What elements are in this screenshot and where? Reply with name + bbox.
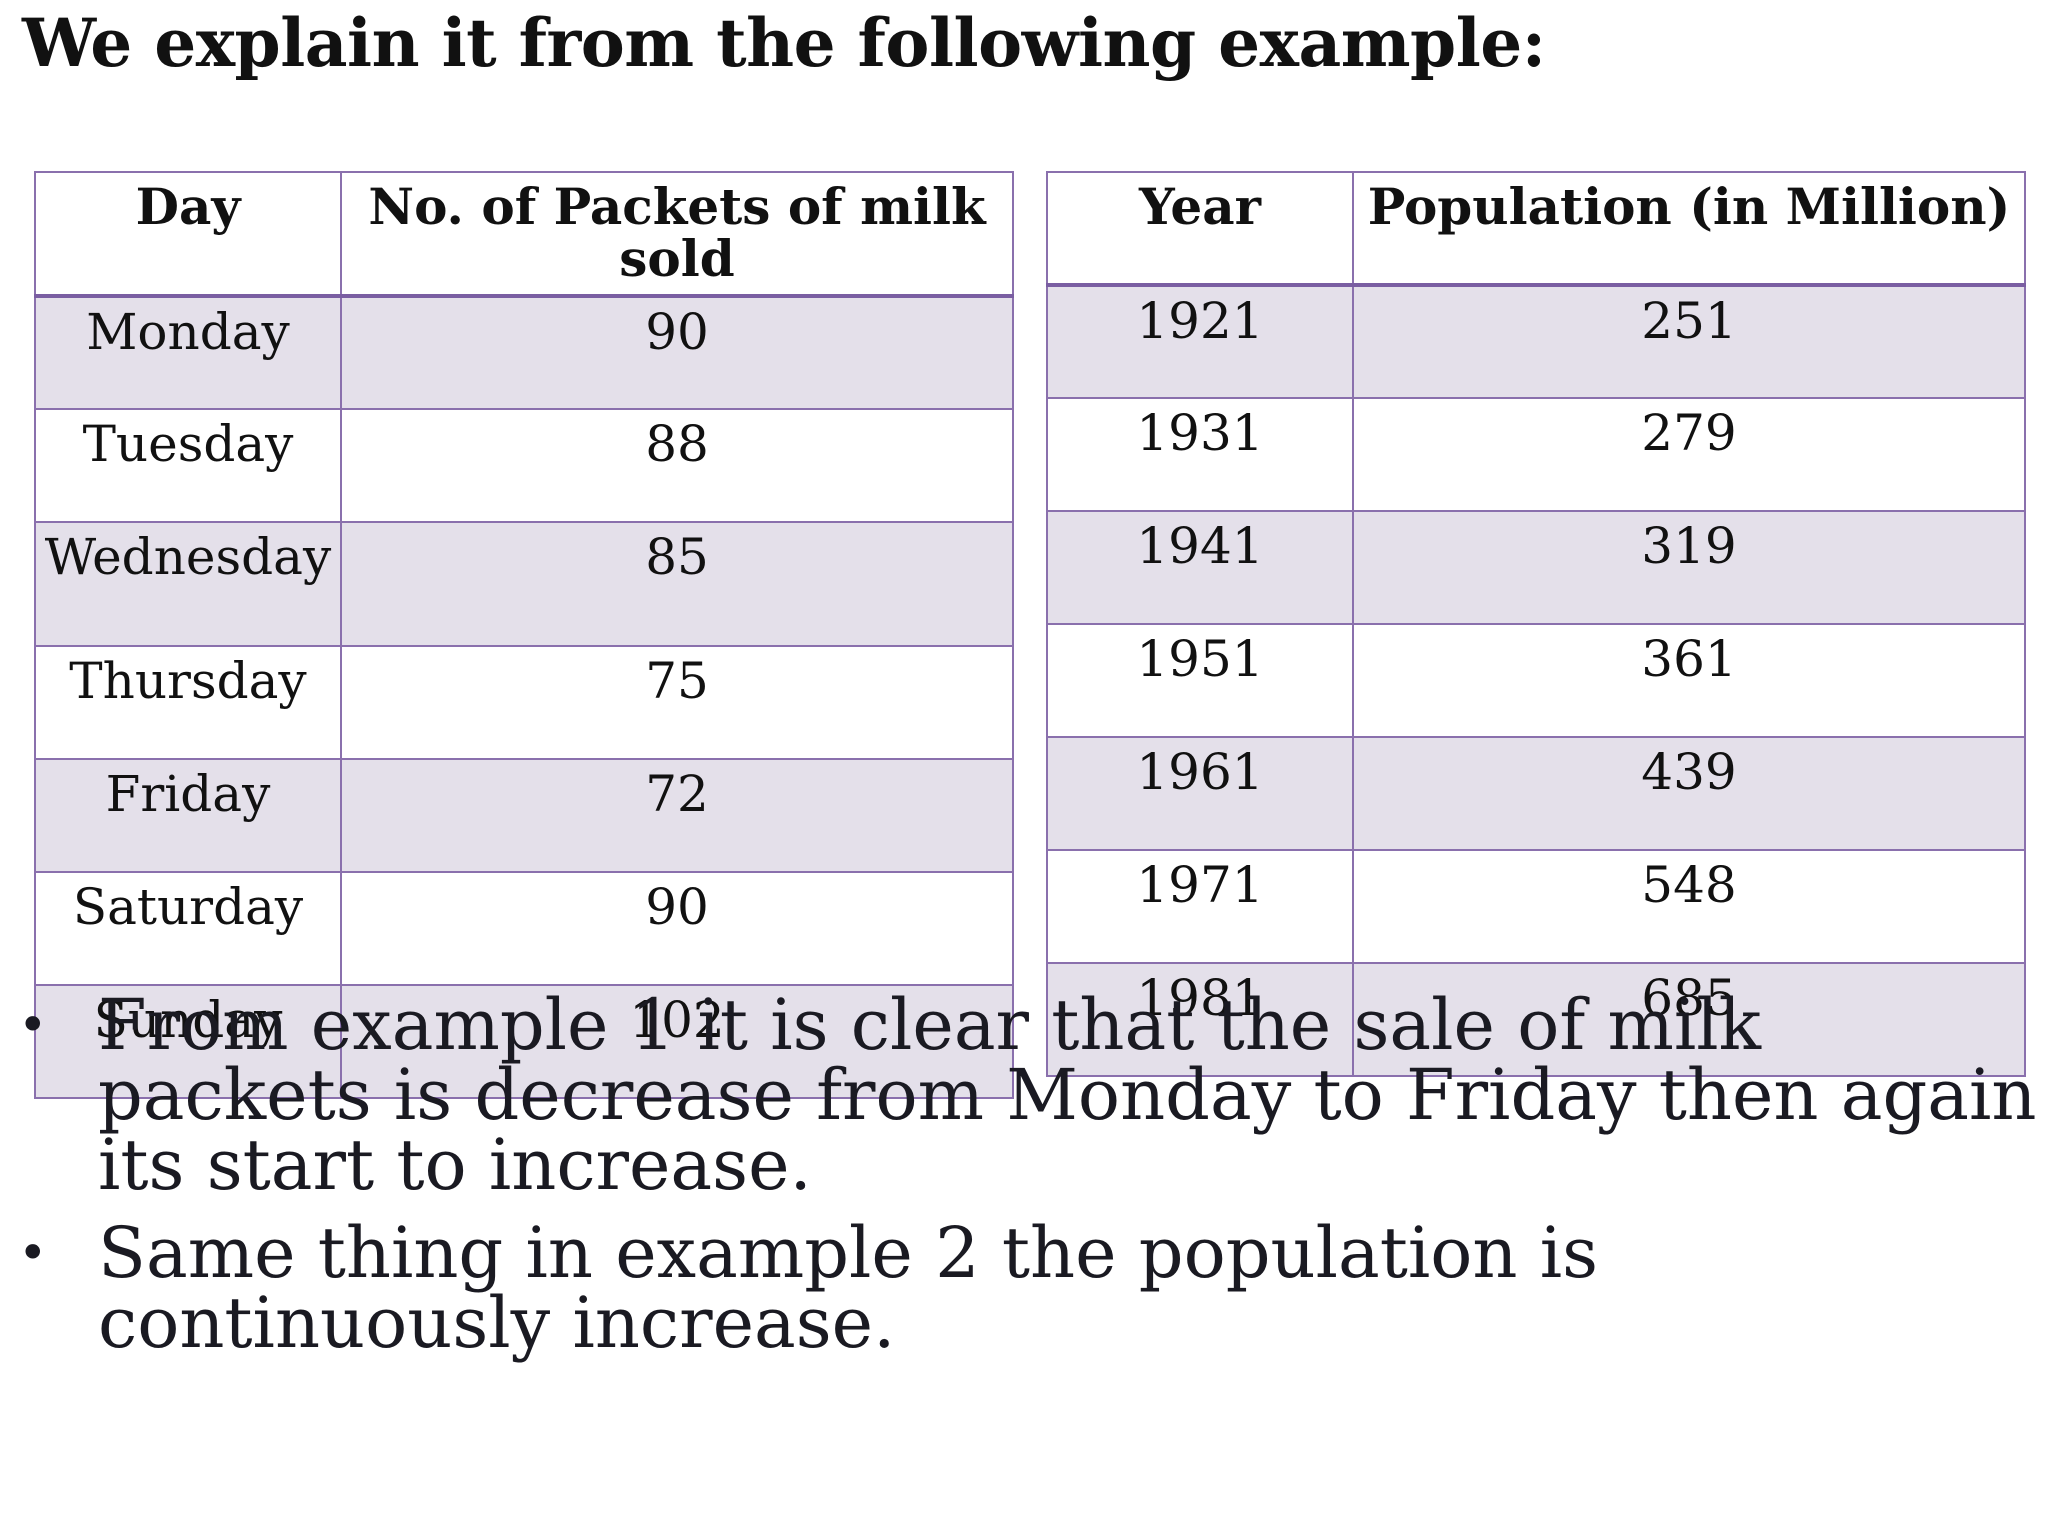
population-cell: 548	[1352, 849, 2026, 964]
bullet-text: From example 1 it is clear that the sale…	[98, 984, 2037, 1206]
bullet-text: Same thing in example 2 the population i…	[98, 1212, 1599, 1364]
packets-cell: 75	[340, 645, 1014, 760]
table-row: 1921 251	[1046, 284, 2026, 399]
packets-cell: 72	[340, 758, 1014, 873]
year-cell: 1951	[1046, 623, 1354, 738]
packets-cell: 90	[340, 871, 1014, 986]
packets-cell: 102	[340, 984, 1014, 1099]
day-cell: Wednesday	[34, 521, 342, 647]
day-cell: Sunday	[34, 984, 342, 1099]
packets-cell: 85	[340, 521, 1014, 647]
year-cell: 1971	[1046, 849, 1354, 964]
day-cell: Friday	[34, 758, 342, 873]
population-cell: 319	[1352, 510, 2026, 625]
column-header-year: Year	[1046, 171, 1354, 286]
table-header-row: Year Population (in Million)	[1046, 171, 2026, 286]
table-row: 1971 548	[1046, 849, 2026, 964]
table-row: Sunday 102	[34, 984, 1014, 1099]
milk-sales-table: Day No. of Packets of milk sold Monday 9…	[34, 171, 1014, 1099]
table-row: 1981 685	[1046, 962, 2026, 1077]
column-header-population: Population (in Million)	[1352, 171, 2026, 286]
bullet-list: • From example 1 it is clear that the sa…	[0, 990, 2048, 1376]
year-cell: 1981	[1046, 962, 1354, 1077]
bullet-marker: •	[18, 1224, 48, 1282]
population-cell: 279	[1352, 397, 2026, 512]
day-cell: Tuesday	[34, 408, 342, 523]
column-header-packets: No. of Packets of milk sold	[340, 171, 1014, 297]
table-row: 1941 319	[1046, 510, 2026, 625]
year-cell: 1941	[1046, 510, 1354, 625]
year-cell: 1931	[1046, 397, 1354, 512]
packets-cell: 88	[340, 408, 1014, 523]
table-row: Monday 90	[34, 295, 1014, 410]
slide-title: We explain it from the following example…	[22, 4, 1546, 82]
packets-cell: 90	[340, 295, 1014, 410]
bullet-marker: •	[18, 996, 48, 1054]
day-cell: Thursday	[34, 645, 342, 760]
table-row: 1951 361	[1046, 623, 2026, 738]
list-item: • From example 1 it is clear that the sa…	[0, 990, 2048, 1200]
population-table: Year Population (in Million) 1921 251 19…	[1046, 171, 2026, 1077]
year-cell: 1921	[1046, 284, 1354, 399]
table-row: Wednesday 85	[34, 521, 1014, 647]
table-row: 1961 439	[1046, 736, 2026, 851]
day-cell: Monday	[34, 295, 342, 410]
list-item: • Same thing in example 2 the population…	[0, 1218, 2048, 1358]
population-cell: 439	[1352, 736, 2026, 851]
population-cell: 251	[1352, 284, 2026, 399]
day-cell: Saturday	[34, 871, 342, 986]
table-row: 1931 279	[1046, 397, 2026, 512]
table-row: Thursday 75	[34, 645, 1014, 760]
table-row: Saturday 90	[34, 871, 1014, 986]
population-cell: 685	[1352, 962, 2026, 1077]
column-header-day: Day	[34, 171, 342, 297]
table-row: Friday 72	[34, 758, 1014, 873]
table-row: Tuesday 88	[34, 408, 1014, 523]
table-header-row: Day No. of Packets of milk sold	[34, 171, 1014, 297]
year-cell: 1961	[1046, 736, 1354, 851]
population-cell: 361	[1352, 623, 2026, 738]
